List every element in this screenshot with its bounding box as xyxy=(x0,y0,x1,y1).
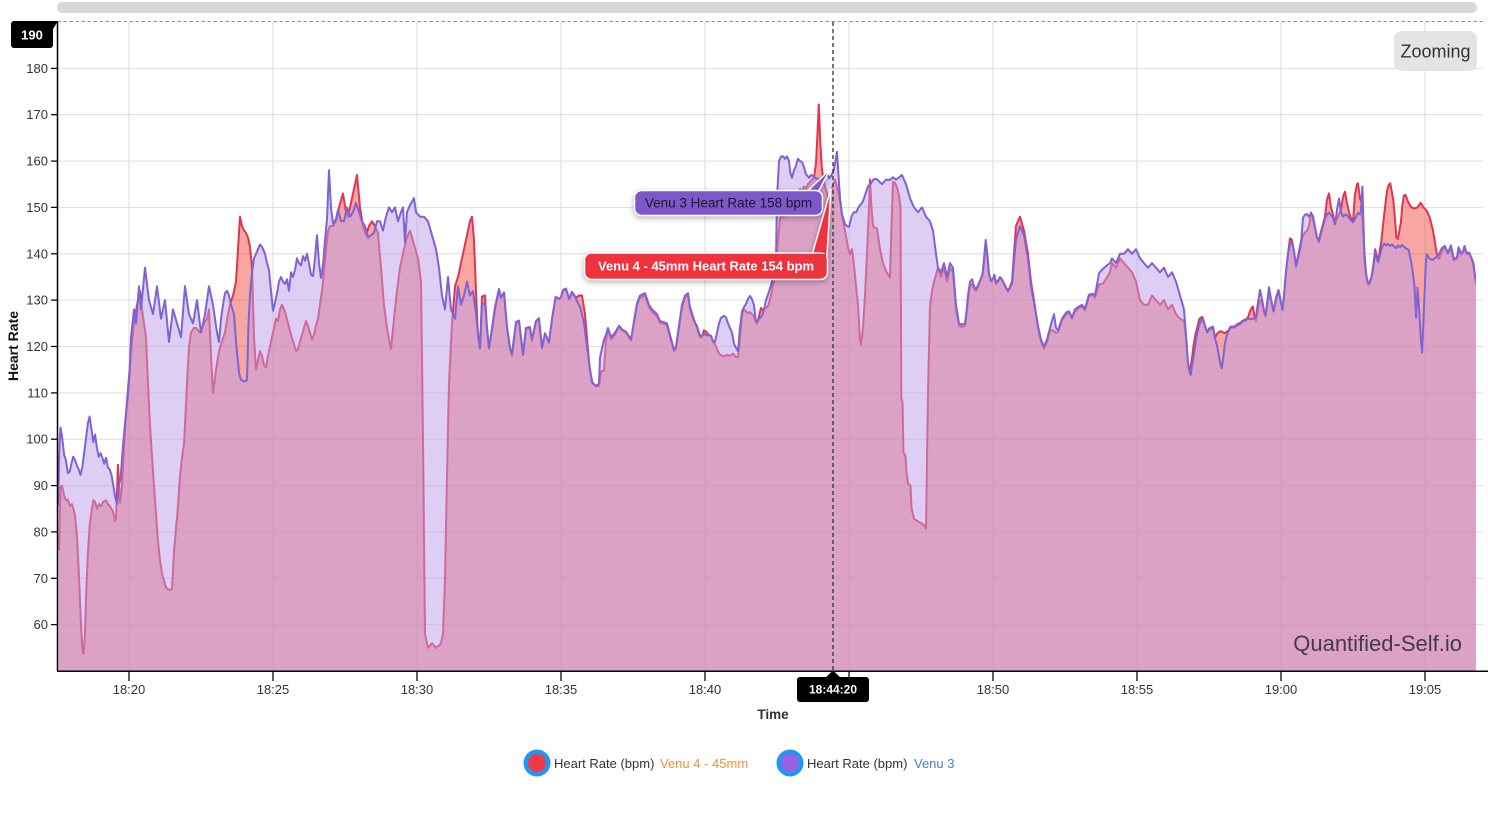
svg-text:19:05: 19:05 xyxy=(1409,682,1442,697)
svg-text:Venu 4 - 45mm: Venu 4 - 45mm xyxy=(660,756,748,771)
svg-text:110: 110 xyxy=(27,385,48,400)
svg-text:100: 100 xyxy=(26,432,48,447)
svg-text:190: 190 xyxy=(21,28,43,43)
svg-text:Zooming: Zooming xyxy=(1400,42,1470,62)
svg-text:150: 150 xyxy=(26,200,48,215)
svg-text:80: 80 xyxy=(34,524,48,539)
svg-text:18:55: 18:55 xyxy=(1121,682,1154,697)
svg-text:18:40: 18:40 xyxy=(689,682,722,697)
svg-text:130: 130 xyxy=(26,293,48,308)
svg-text:160: 160 xyxy=(26,154,48,169)
svg-text:18:20: 18:20 xyxy=(113,682,146,697)
svg-text:120: 120 xyxy=(26,339,48,354)
svg-text:70: 70 xyxy=(34,571,48,586)
svg-text:18:50: 18:50 xyxy=(977,682,1010,697)
svg-text:Heart Rate (bpm): Heart Rate (bpm) xyxy=(554,756,654,771)
svg-text:18:35: 18:35 xyxy=(545,682,578,697)
svg-text:90: 90 xyxy=(34,478,48,493)
svg-text:60: 60 xyxy=(34,617,48,632)
svg-text:Time: Time xyxy=(757,707,789,722)
svg-text:Venu 3: Venu 3 xyxy=(914,756,955,771)
svg-text:18:44:20: 18:44:20 xyxy=(809,683,857,697)
svg-text:Heart Rate: Heart Rate xyxy=(5,311,21,381)
svg-text:Venu 4 - 45mm Heart Rate 154 b: Venu 4 - 45mm Heart Rate 154 bpm xyxy=(598,259,814,274)
svg-text:19:00: 19:00 xyxy=(1265,682,1298,697)
svg-text:Quantified-Self.io: Quantified-Self.io xyxy=(1293,631,1462,656)
svg-text:140: 140 xyxy=(26,246,48,261)
svg-text:18:30: 18:30 xyxy=(401,682,434,697)
svg-text:Heart Rate (bpm): Heart Rate (bpm) xyxy=(807,756,907,771)
svg-text:170: 170 xyxy=(26,107,48,122)
svg-text:180: 180 xyxy=(26,61,48,76)
svg-text:Venu 3 Heart Rate 158 bpm: Venu 3 Heart Rate 158 bpm xyxy=(645,196,812,211)
svg-text:18:25: 18:25 xyxy=(257,682,290,697)
